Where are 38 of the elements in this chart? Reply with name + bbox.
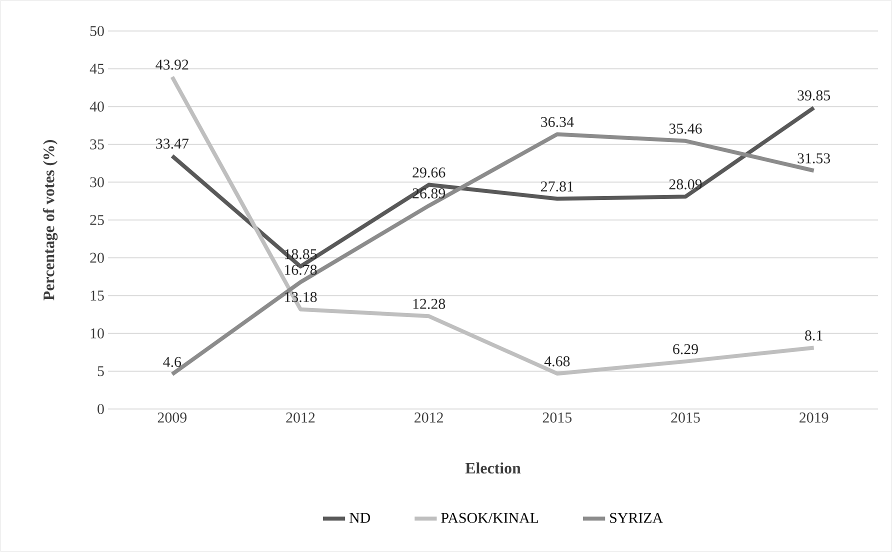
data-label: 28.09 <box>669 179 702 190</box>
y-tick-label: 45 <box>90 64 104 74</box>
data-label: 29.66 <box>412 167 446 178</box>
y-tick-label: 35 <box>90 139 104 150</box>
y-tick-label: 30 <box>90 177 104 188</box>
x-tick-label: 2009 <box>158 412 187 423</box>
legend-label: SYRIZA <box>610 512 663 523</box>
y-tick-label: 5 <box>98 366 104 376</box>
y-tick-label: 40 <box>90 102 104 112</box>
x-tick-label: 2019 <box>800 412 828 423</box>
y-tick-label: 25 <box>90 214 104 225</box>
legend-label: PASOK/KINAL <box>441 512 538 523</box>
y-tick-label: 0 <box>98 404 104 414</box>
data-label: 4.6 <box>163 356 182 368</box>
data-label: 39.85 <box>798 90 830 101</box>
data-label: 4.68 <box>544 356 570 366</box>
data-label: 8.1 <box>805 330 822 341</box>
data-label: 36.34 <box>541 116 574 128</box>
y-axis-title: Percentage of votes (%) <box>42 140 58 300</box>
data-label: 43.92 <box>156 60 188 70</box>
data-label: 35.46 <box>669 124 702 134</box>
y-tick-label: 10 <box>90 328 104 338</box>
x-axis-title: Election <box>465 462 521 474</box>
data-label: 13.18 <box>285 292 317 302</box>
y-tick-label: 15 <box>90 290 104 301</box>
data-label: 31.53 <box>798 153 830 164</box>
data-label: 6.29 <box>673 344 698 354</box>
x-tick-label: 2012 <box>286 412 315 423</box>
y-tick-label: 20 <box>90 252 104 263</box>
x-tick-label: 2015 <box>671 412 700 423</box>
data-label: 27.81 <box>541 181 574 192</box>
data-label: 33.47 <box>156 138 189 149</box>
data-label: 12.28 <box>413 298 446 309</box>
legend-label: ND <box>349 512 370 523</box>
data-label: 16.78 <box>285 264 317 275</box>
x-tick-label: 2015 <box>542 412 572 423</box>
y-tick-label: 50 <box>90 26 104 36</box>
x-tick-label: 2012 <box>414 412 443 423</box>
